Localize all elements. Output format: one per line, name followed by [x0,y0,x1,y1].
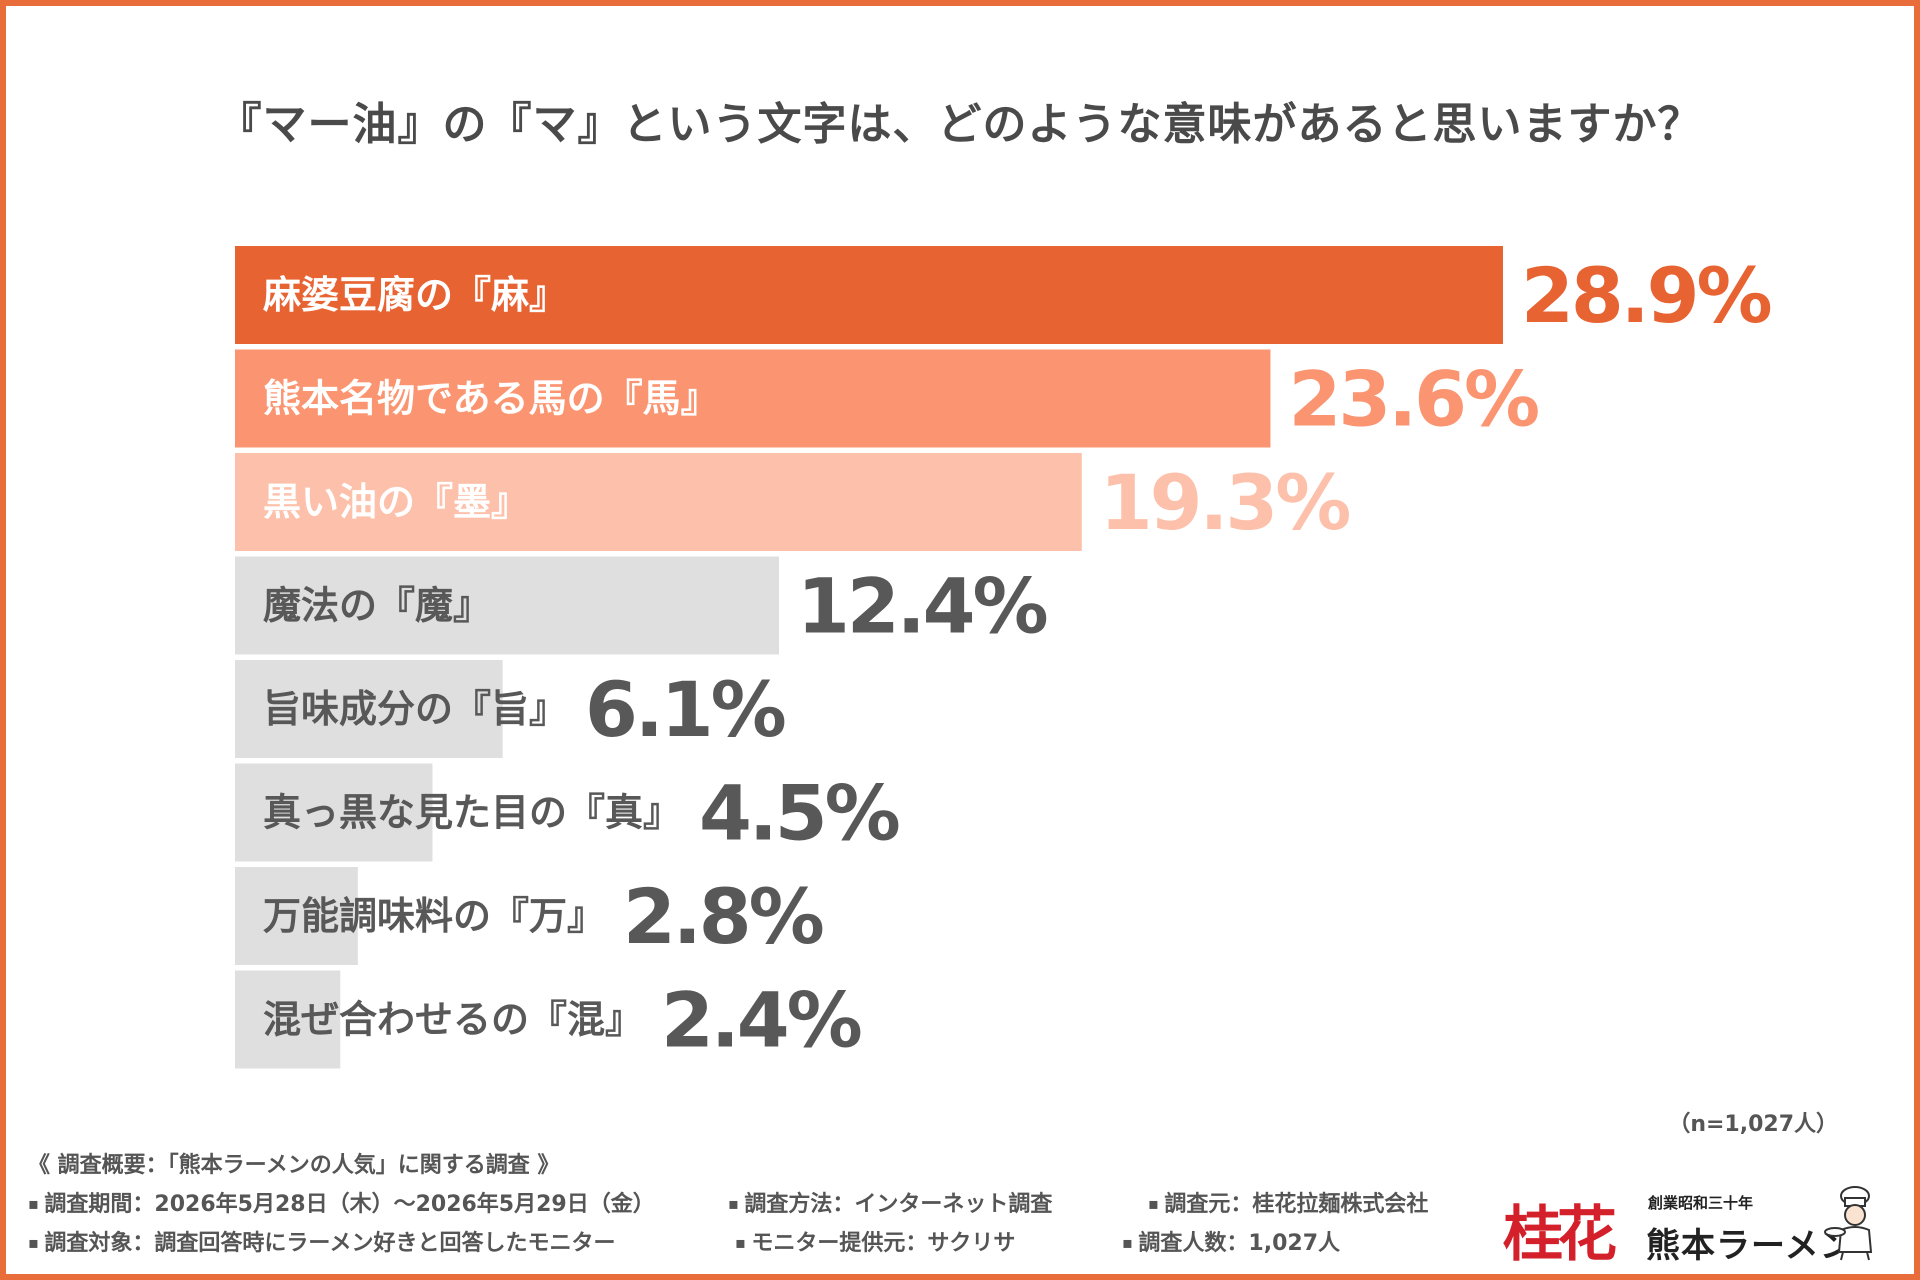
survey-heading: 《 調査概要：「熊本ラーメンの人気」に関する調査 》 [28,1153,560,1178]
bar-label-8: 混ぜ合わせるの『混』 [263,998,643,1042]
logo-kanji: 桂花 [1503,1200,1617,1270]
value-label-1: 28.9% [1521,251,1771,340]
bar-7 [235,867,358,965]
value-label-6: 4.5% [699,769,899,858]
logo-tagline: 創業昭和三十年 [1648,1194,1754,1212]
bar-label-5: 旨味成分の『旨』 [263,687,567,731]
value-label-2: 23.6% [1288,355,1538,444]
value-label-4: 12.4% [797,562,1047,651]
bar-label-2: 熊本名物である馬の『馬』 [263,377,719,421]
value-label-7: 2.8% [623,872,823,961]
brand-logo: 桂花 創業昭和三十年 熊本ラーメン [1503,1182,1883,1272]
survey-source: 調査元：桂花拉麺株式会社 [1148,1185,1428,1224]
survey-provider: モニター提供元：サクリサ [735,1224,1122,1263]
value-label-3: 19.3% [1100,458,1350,547]
logo-name: 熊本ラーメン [1646,1226,1855,1266]
bar-1 [235,246,1503,344]
value-label-8: 2.4% [661,976,861,1065]
survey-summary: 《 調査概要：「熊本ラーメンの人気」に関する調査 》 調査期間：2026年5月2… [28,1147,1428,1263]
bar-label-6: 真っ黒な見た目の『真』 [263,791,681,835]
bar-4 [235,556,780,655]
survey-count: 調査人数：1,027人 [1122,1224,1340,1263]
value-label-5: 6.1% [585,665,785,754]
bar-3 [235,453,1082,551]
survey-target: 調査対象：調査回答時にラーメン好きと回答したモニター [28,1224,735,1263]
bar-label-7: 万能調味料の『万』 [263,894,605,938]
bar-chart: 麻婆豆腐の『麻』 28.9% 熊本名物である馬の『馬』 23.6% 黒い油の『墨』 19.… [235,246,1774,1069]
bar-2 [235,349,1271,448]
bar-6 [235,763,433,862]
sample-size-note: （n=1,027人） [1668,1112,1838,1137]
bar-5 [235,660,503,758]
bar-label-4: 魔法の『魔』 [263,584,491,628]
bar-label-1: 麻婆豆腐の『麻』 [263,273,567,317]
chart-title: 『マー油』の『マ』という文字は、どのような意味があると思いますか？ [217,99,1703,150]
chef-mascot-icon [1824,1186,1873,1261]
survey-method: 調査方法：インターネット調査 [728,1185,1148,1224]
bar-label-3: 黒い油の『墨』 [263,480,529,524]
survey-period: 調査期間：2026年5月28日（木）～2026年5月29日（金） [28,1185,728,1224]
bar-8 [235,970,341,1069]
